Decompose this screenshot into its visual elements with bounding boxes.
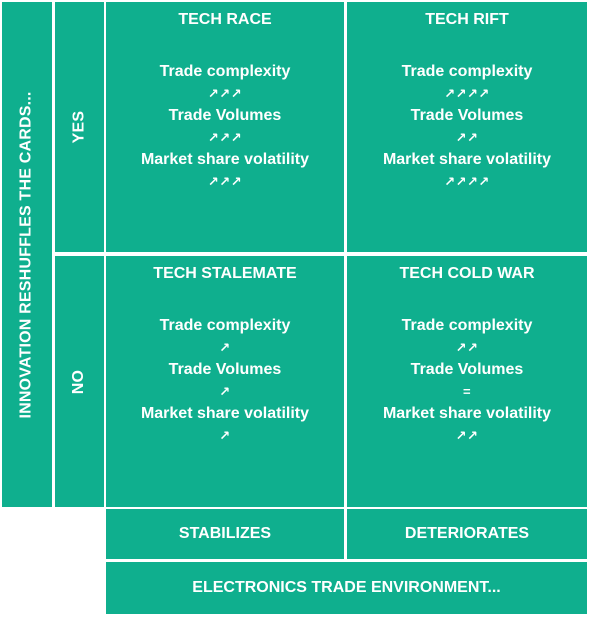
metric-market-share-volatility-label: Market share volatility (140, 151, 310, 168)
metric-trade-volumes-label: Trade Volumes (168, 107, 282, 124)
column-label-stabilizes: STABILIZES (106, 509, 344, 559)
metric-list: Trade complexity ↗↗↗ Trade Volumes ↗↗↗ M… (106, 61, 344, 193)
metric-trade-complexity-label: Trade complexity (401, 317, 533, 334)
column-label-stabilizes-text: STABILIZES (178, 525, 272, 542)
row-label-yes: YES (55, 2, 104, 252)
quadrant-title: TECH RIFT (425, 11, 509, 28)
metric-trade-complexity-trend: ↗ (219, 340, 231, 355)
metric-trade-volumes-label: Trade Volumes (410, 107, 524, 124)
quadrant-title: TECH STALEMATE (153, 265, 297, 282)
metric-trade-volumes-label: Trade Volumes (410, 361, 524, 378)
metric-trade-volumes-trend: ↗ (219, 384, 231, 399)
quadrant-tech-rift: TECH RIFT Trade complexity ↗↗↗↗ Trade Vo… (347, 2, 587, 252)
row-label-yes-text: YES (70, 110, 88, 144)
metric-list: Trade complexity ↗↗ Trade Volumes = Mark… (347, 315, 587, 447)
metric-trade-complexity-label: Trade complexity (401, 63, 533, 80)
quadrant-tech-cold-war: TECH COLD WAR Trade complexity ↗↗ Trade … (347, 256, 587, 507)
metric-trade-complexity-trend: ↗↗↗ (207, 86, 243, 101)
metric-list: Trade complexity ↗ Trade Volumes ↗ Marke… (106, 315, 344, 447)
metric-trade-complexity-label: Trade complexity (159, 63, 291, 80)
metric-trade-volumes-trend: ↗↗↗ (207, 130, 243, 145)
quadrant-title: TECH RACE (178, 11, 272, 28)
metric-market-share-volatility-trend: ↗↗↗↗ (444, 174, 490, 189)
metric-market-share-volatility-label: Market share volatility (382, 151, 552, 168)
metric-trade-volumes-label: Trade Volumes (168, 361, 282, 378)
axis-x-title: ELECTRONICS TRADE ENVIRONMENT... (106, 562, 587, 614)
quadrant-tech-stalemate: TECH STALEMATE Trade complexity ↗ Trade … (106, 256, 344, 507)
metric-market-share-volatility-trend: ↗↗↗ (207, 174, 243, 189)
row-label-no-text: NO (70, 369, 88, 394)
metric-trade-complexity-label: Trade complexity (159, 317, 291, 334)
quadrant-title: TECH COLD WAR (399, 265, 535, 282)
metric-trade-complexity-trend: ↗↗↗↗ (444, 86, 490, 101)
quadrant-tech-race: TECH RACE Trade complexity ↗↗↗ Trade Vol… (106, 2, 344, 252)
column-label-deteriorates-text: DETERIORATES (404, 525, 530, 542)
metric-market-share-volatility-trend: ↗ (219, 428, 231, 443)
metric-market-share-volatility-label: Market share volatility (140, 405, 310, 422)
metric-market-share-volatility-trend: ↗↗ (455, 428, 479, 443)
metric-trade-volumes-trend: = (462, 384, 472, 399)
row-label-no: NO (55, 256, 104, 507)
metric-market-share-volatility-label: Market share volatility (382, 405, 552, 422)
metric-trade-volumes-trend: ↗↗ (455, 130, 479, 145)
column-label-deteriorates: DETERIORATES (347, 509, 587, 559)
metric-list: Trade complexity ↗↗↗↗ Trade Volumes ↗↗ M… (347, 61, 587, 193)
axis-x-title-text: ELECTRONICS TRADE ENVIRONMENT... (192, 579, 501, 596)
axis-y-title: INNOVATION RESHUFFLES THE CARDS... (2, 2, 52, 507)
metric-trade-complexity-trend: ↗↗ (455, 340, 479, 355)
axis-y-title-text: INNOVATION RESHUFFLES THE CARDS... (18, 90, 36, 419)
